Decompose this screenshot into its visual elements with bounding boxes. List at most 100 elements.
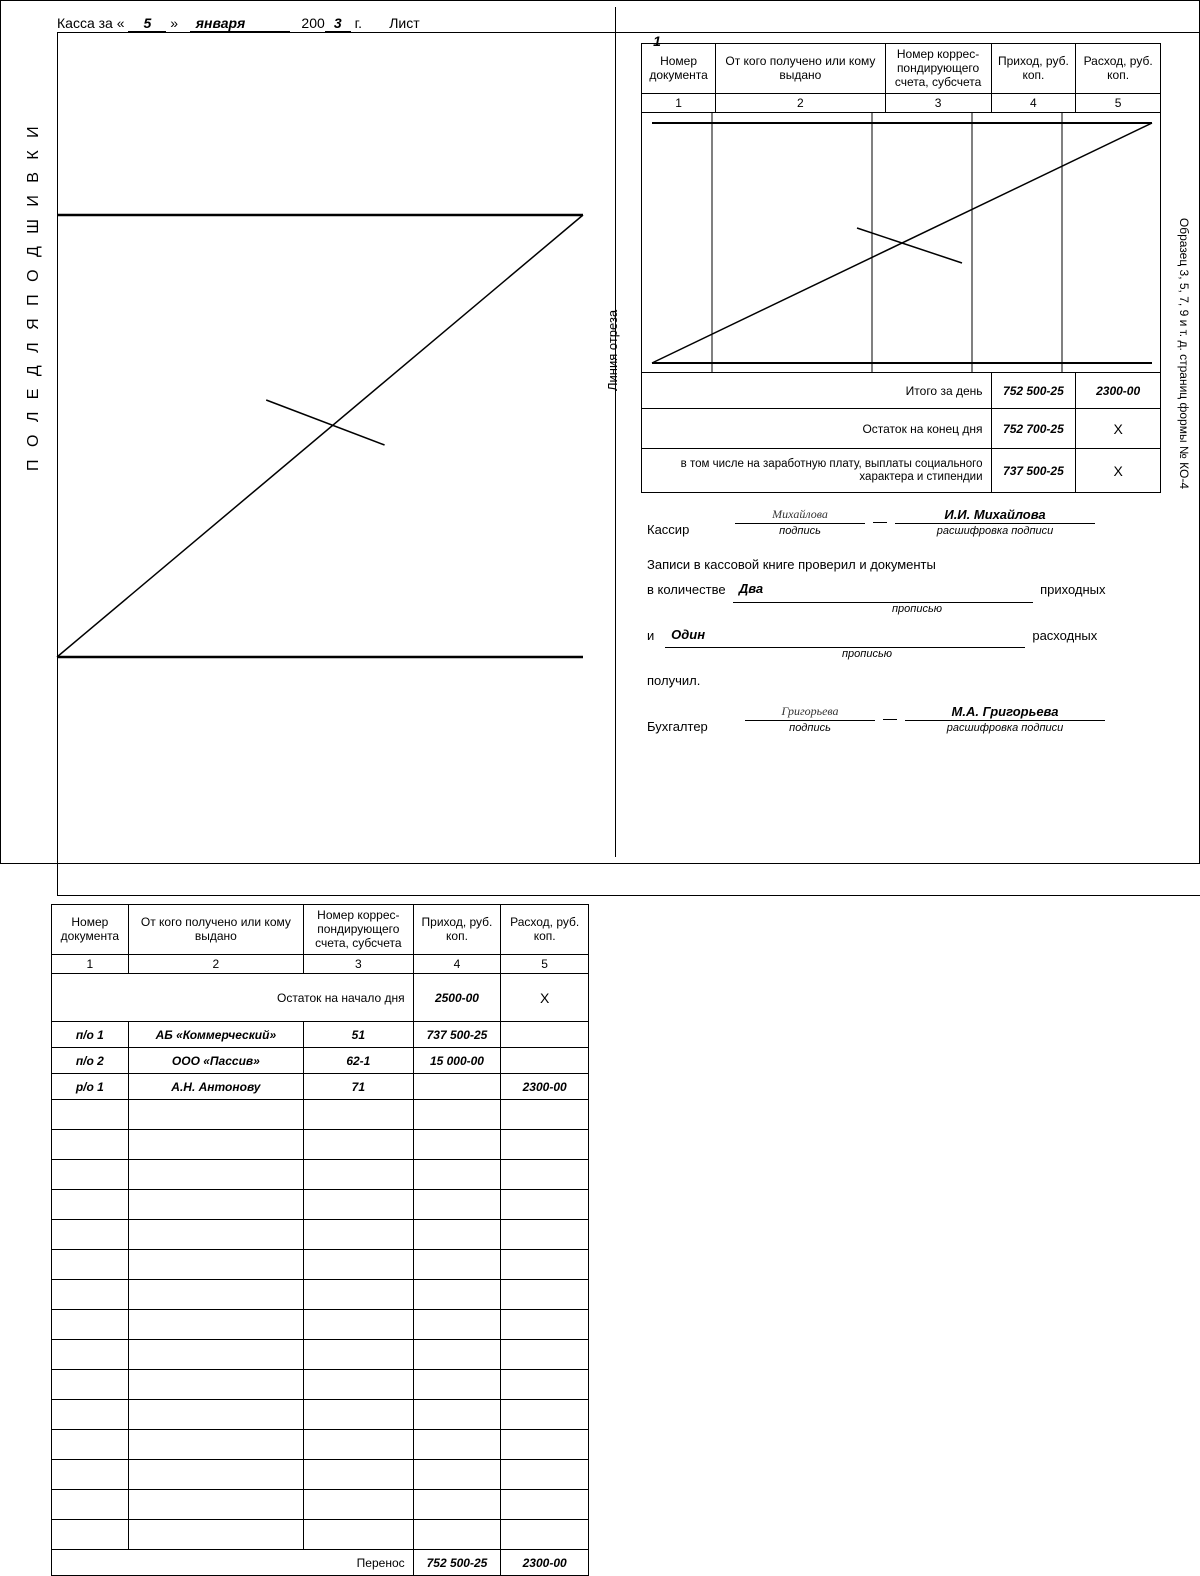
opening-x: Х [501,974,589,1022]
cashier-sign-cap: подпись [735,524,865,537]
rcoln-4: 4 [991,94,1076,113]
cashier-row: Кассир Михайлова подпись И.И. Михайлова … [647,507,1155,537]
carry-in: 752 500-25 [413,1550,501,1576]
right-blank-grid [642,113,1162,373]
cell-out [501,1022,589,1048]
year-tail: г. [355,15,362,31]
year-200: 200 [301,15,324,31]
raquo: » [170,15,178,31]
col-doc: Номер документа [52,905,129,955]
col-out: Расход, руб. коп. [501,905,589,955]
rcol-acc: Номер коррес­пондирующего счета, субсчет… [885,44,991,94]
day-total-label: Итого за день [642,373,992,409]
col-in: Приход, руб. коп. [413,905,501,955]
table-row-empty [52,1100,589,1130]
cell-acc: 71 [304,1074,414,1100]
rcol-out: Расход, руб. коп. [1076,44,1161,94]
rcol-doc: Номер документа [642,44,716,94]
table-row-empty [52,1400,589,1430]
closing-label: Остаток на конец дня [642,409,992,449]
cashier-name-cap: расшифровка подписи [895,524,1095,537]
incoming-word: Два [739,577,763,602]
month-value: января [190,15,290,32]
header-line: Касса за « 5 » января 2003 г. Лист 1 [51,15,589,896]
table-row-empty [52,1160,589,1190]
table-row: п/о 2ООО «Пассив»62-115 000-00 [52,1048,589,1074]
table-row-empty [52,1370,589,1400]
carry-out: 2300-00 [501,1550,589,1576]
verify-line1: Записи в кассовой книге проверил и докум… [647,553,1155,578]
left-page: Касса за « 5 » января 2003 г. Лист 1 Ном… [51,15,589,1576]
outgoing-tail: расходных [1032,628,1097,643]
accountant-sign-cap: подпись [745,721,875,734]
right-blank-body [642,113,1161,373]
table-row-empty [52,1130,589,1160]
cell-acc: 51 [304,1022,414,1048]
cell-in: 737 500-25 [413,1022,501,1048]
col-who: От кого получено или кому выдано [128,905,303,955]
table-row-empty [52,1220,589,1250]
table-row-empty [52,1310,589,1340]
incl-x: Х [1076,449,1161,493]
cell-doc: р/о 1 [52,1074,129,1100]
accountant-name-cap: расшифровка подписи [905,721,1105,734]
received-label: получил. [647,669,1155,694]
cashier-name: И.И. Михайлова [895,507,1095,524]
cell-who: АБ «Коммерческий» [128,1022,303,1048]
cashier-title: Кассир [647,522,727,537]
col-acc: Номер коррес­пондирующего счета, субсчет… [304,905,414,955]
coln-4: 4 [413,955,501,974]
signature-area: Кассир Михайлова подпись И.И. Михайлова … [641,507,1161,734]
outgoing-word: Один [671,623,705,648]
rcoln-2: 2 [716,94,885,113]
cell-doc: п/о 2 [52,1048,129,1074]
incoming-fill: Два [733,586,1033,603]
accountant-sign: Григорьева [745,704,875,721]
document-frame: П О Л Е Д Л Я П О Д Ш И В К И Линия отре… [0,0,1200,864]
table-row-empty [52,1430,589,1460]
kassa-label: Касса за « [57,15,125,31]
year-suffix: 3 [325,15,351,32]
table-row-empty [52,1340,589,1370]
coln-5: 5 [501,955,589,974]
rcol-in: Приход, руб. коп. [991,44,1076,94]
table-row-empty [52,1520,589,1550]
closing-in: 752 700-25 [991,409,1076,449]
table-row-empty [52,1460,589,1490]
right-page: Номер документа От кого получено или ком… [641,43,1161,738]
rcol-who: От кого получено или кому выдано [716,44,885,94]
binding-margin-label: П О Л Е Д Л Я П О Д Ш И В К И [25,122,43,471]
cell-out [501,1048,589,1074]
and-label: и [647,628,654,643]
cell-out: 2300-00 [501,1074,589,1100]
right-ledger-table: Номер документа От кого получено или ком… [641,43,1161,493]
day-value: 5 [128,15,166,32]
day-total-out: 2300-00 [1076,373,1161,409]
table-row-empty [52,1190,589,1220]
accountant-title: Бухгалтер [647,719,737,734]
qty-label: в количестве [647,582,726,597]
rcoln-1: 1 [642,94,716,113]
table-row: п/о 1АБ «Коммерческий»51737 500-25 [52,1022,589,1048]
coln-1: 1 [52,955,129,974]
verification-block: Записи в кассовой книге проверил и докум… [647,553,1155,694]
coln-3: 3 [304,955,414,974]
sheet-label: Лист [389,15,419,31]
cell-in: 15 000-00 [413,1048,501,1074]
incl-label: в том числе на заработную плату, выплаты… [642,449,992,493]
cell-who: ООО «Пассив» [128,1048,303,1074]
table-row-empty [52,1250,589,1280]
carry-label: Перенос [52,1550,414,1576]
opening-value: 2500-00 [413,974,501,1022]
table-row: р/о 1А.Н. Антонову712300-00 [52,1074,589,1100]
coln-2: 2 [128,955,303,974]
opening-label: Остаток на начало дня [52,974,414,1022]
cashier-sign: Михайлова [735,507,865,524]
closing-x: Х [1076,409,1161,449]
cell-doc: п/о 1 [52,1022,129,1048]
incoming-tail: приходных [1040,582,1105,597]
rcoln-5: 5 [1076,94,1161,113]
left-ledger-table: Номер документа От кого получено или ком… [51,904,589,1576]
cell-acc: 62-1 [304,1048,414,1074]
rcoln-3: 3 [885,94,991,113]
